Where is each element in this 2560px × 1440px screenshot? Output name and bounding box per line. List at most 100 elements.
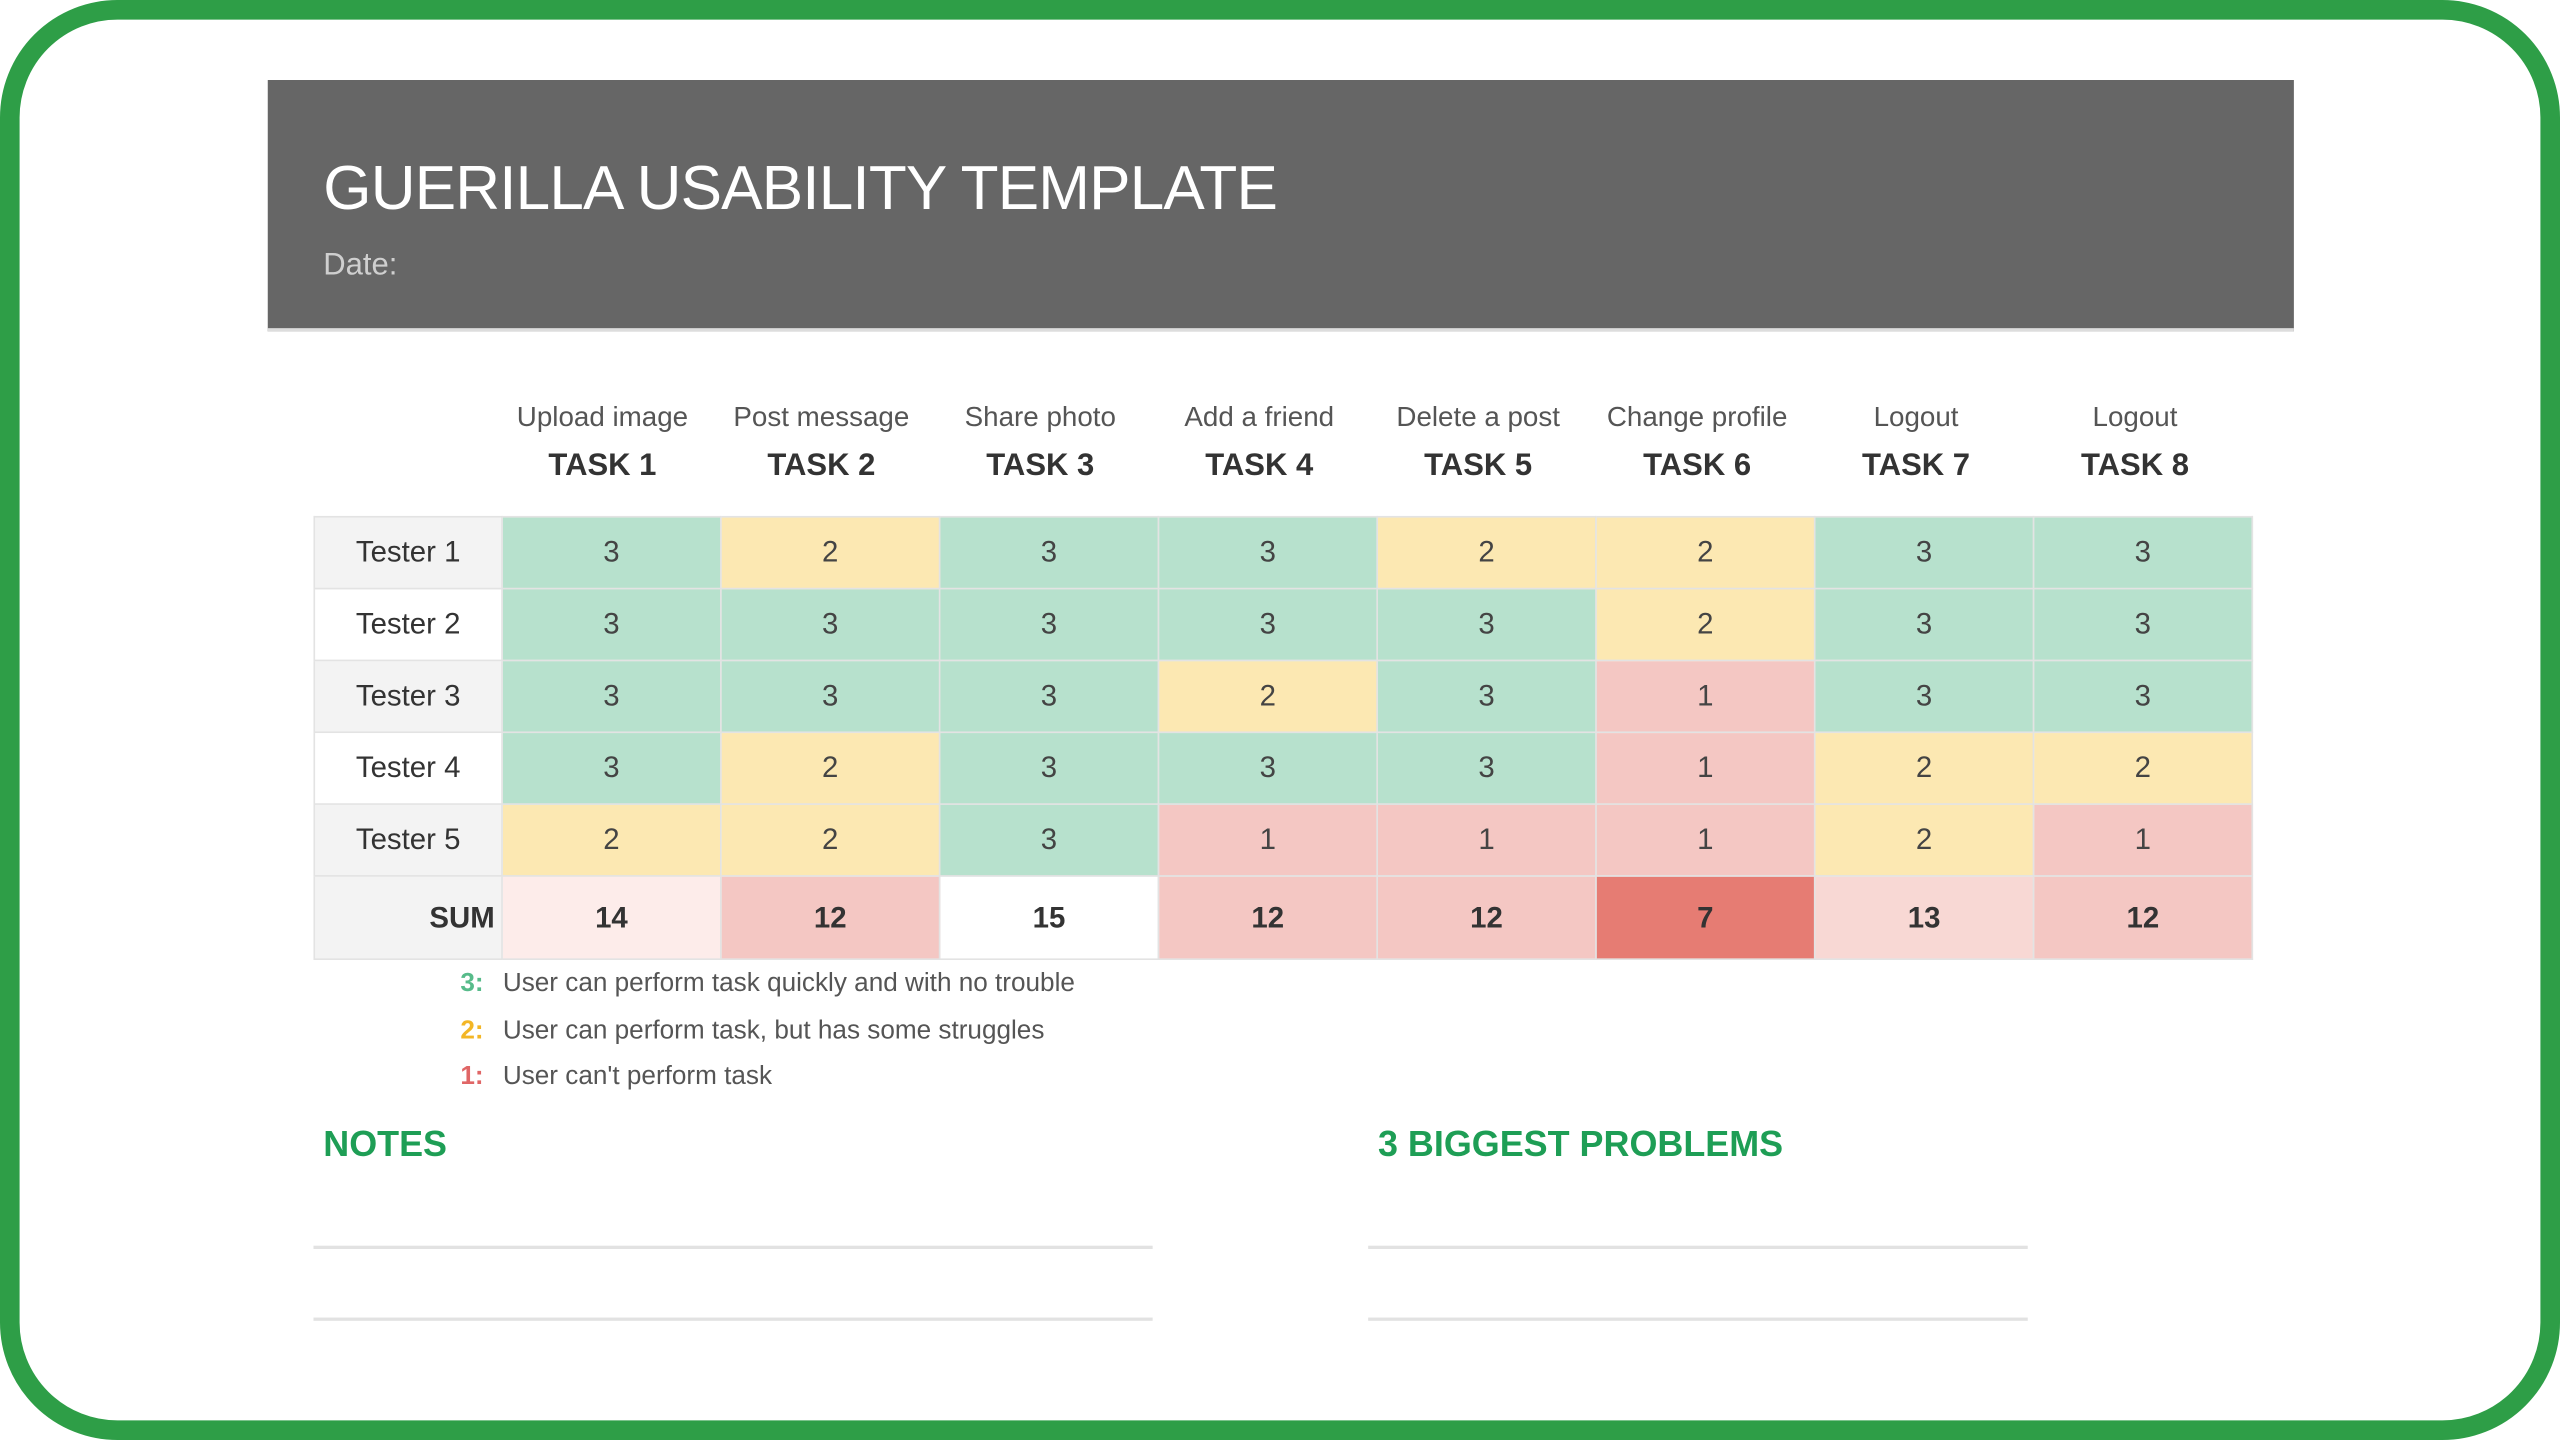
score-cell[interactable]: 3	[1813, 659, 2035, 734]
problems-line[interactable]	[1368, 1245, 2028, 1249]
score-cell[interactable]: 3	[1376, 731, 1597, 805]
task-label: TASK 4	[1205, 448, 1314, 484]
task-subtitle: Post message	[733, 401, 910, 433]
score-cell[interactable]: 3	[501, 515, 722, 590]
tester-name: Tester 4	[313, 731, 503, 805]
notes-heading: NOTES	[323, 1123, 448, 1165]
legend-text: User can perform task, but has some stru…	[502, 1017, 1045, 1045]
sum-label: SUM	[313, 875, 503, 960]
header-banner: GUERILLA USABILITY TEMPLATE Date:	[267, 80, 2294, 332]
tester-name: Tester 3	[313, 659, 503, 734]
score-cell[interactable]: 2	[1813, 803, 2035, 877]
task-label: TASK 5	[1424, 448, 1533, 484]
score-cell[interactable]: 3	[501, 659, 722, 734]
notes-line[interactable]	[313, 1245, 1153, 1249]
task-subtitle: Upload image	[516, 401, 689, 433]
task-subtitle: Logout	[2092, 401, 2178, 433]
score-cell[interactable]: 3	[719, 659, 941, 734]
legend-text: User can't perform task	[502, 1062, 773, 1091]
score-cell[interactable]: 3	[938, 515, 1160, 590]
score-cell[interactable]: 1	[2032, 803, 2254, 877]
task-subtitle: Delete a post	[1396, 401, 1560, 433]
score-cell[interactable]: 3	[1376, 587, 1597, 662]
task-label: TASK 2	[767, 448, 876, 484]
score-table: Tester 1 3 2 3 3 2 2 3 3 Tester 2 3 3 3 3 3 2 3 3 Tester 3…	[313, 515, 2254, 960]
score-cell[interactable]: 1	[1376, 803, 1597, 877]
score-cell[interactable]: 3	[501, 731, 722, 805]
score-cell[interactable]: 3	[938, 659, 1160, 734]
legend-item-3: 3: User can perform task quickly and with…	[460, 970, 1075, 999]
task-label: TASK 1	[548, 448, 657, 484]
score-cell[interactable]: 3	[501, 587, 722, 662]
tester-name: Tester 1	[313, 515, 503, 590]
score-cell[interactable]: 2	[1157, 659, 1378, 734]
tester-name: Tester 5	[313, 803, 503, 877]
sum-cell: 7	[1595, 875, 1816, 960]
score-cell[interactable]: 1	[1595, 659, 1816, 734]
score-cell[interactable]: 2	[719, 803, 941, 877]
task-header: Logout TASK 8	[2026, 402, 2245, 485]
score-cell[interactable]: 2	[1813, 731, 2035, 805]
score-cell[interactable]: 3	[1157, 515, 1378, 590]
task-subtitle: Change profile	[1606, 401, 1788, 433]
score-cell[interactable]: 2	[1595, 515, 1816, 590]
score-cell[interactable]: 2	[1376, 515, 1597, 590]
score-cell[interactable]: 1	[1595, 731, 1816, 805]
score-cell[interactable]: 3	[1813, 587, 2035, 662]
task-subtitle: Logout	[1873, 401, 1959, 433]
legend-item-2: 2: User can perform task, but has some st…	[460, 1017, 1044, 1046]
legend-item-1: 1: User can't perform task	[460, 1063, 772, 1092]
score-cell[interactable]: 3	[2032, 515, 2254, 590]
score-cell[interactable]: 2	[2032, 731, 2254, 805]
problems-heading: 3 BIGGEST PROBLEMS	[1377, 1123, 1784, 1165]
score-cell[interactable]: 3	[719, 587, 941, 662]
legend-key: 3:	[460, 969, 484, 998]
task-subtitle: Add a friend	[1184, 401, 1335, 433]
task-header: Logout TASK 7	[1807, 402, 2026, 485]
legend-key: 2:	[460, 1017, 484, 1045]
sum-cell: 12	[1376, 875, 1597, 960]
score-cell[interactable]: 3	[1813, 515, 2035, 590]
score-cell[interactable]: 3	[2032, 659, 2254, 734]
score-cell[interactable]: 3	[938, 587, 1160, 662]
sum-cell: 12	[1157, 875, 1378, 960]
task-header: Add a friend TASK 4	[1150, 402, 1369, 485]
tester-name: Tester 2	[313, 587, 503, 662]
sum-cell: 12	[719, 875, 941, 960]
score-cell[interactable]: 1	[1157, 803, 1378, 877]
task-header: Delete a post TASK 5	[1369, 402, 1588, 485]
score-cell[interactable]: 2	[501, 803, 722, 877]
notes-line[interactable]	[313, 1317, 1153, 1321]
page-title: GUERILLA USABILITY TEMPLATE	[323, 155, 1278, 224]
date-label: Date:	[323, 248, 398, 283]
score-cell[interactable]: 3	[938, 803, 1160, 877]
sum-cell: 14	[501, 875, 722, 960]
legend-key: 1:	[460, 1062, 484, 1091]
task-header: Upload image TASK 1	[493, 402, 712, 485]
score-cell[interactable]: 3	[938, 731, 1160, 805]
task-label: TASK 3	[986, 448, 1095, 484]
score-cell[interactable]: 2	[1595, 587, 1816, 662]
task-subtitle: Share photo	[964, 401, 1116, 433]
task-header: Post message TASK 2	[712, 402, 931, 485]
problems-line[interactable]	[1368, 1317, 2028, 1321]
task-header: Share photo TASK 3	[931, 402, 1150, 485]
score-cell[interactable]: 3	[2032, 587, 2254, 662]
score-cell[interactable]: 1	[1595, 803, 1816, 877]
score-cell[interactable]: 3	[1157, 731, 1378, 805]
sum-cell: 15	[938, 875, 1160, 960]
task-label: TASK 6	[1643, 448, 1752, 484]
sum-cell: 12	[2032, 875, 2254, 960]
score-cell[interactable]: 2	[719, 731, 941, 805]
sum-cell: 13	[1813, 875, 2035, 960]
score-cell[interactable]: 2	[719, 515, 941, 590]
score-cell[interactable]: 3	[1157, 587, 1378, 662]
sum-row: SUM 14 12 15 12 12 7 13 12	[313, 875, 2254, 960]
legend-text: User can perform task quickly and with n…	[502, 969, 1075, 998]
score-cell[interactable]: 3	[1376, 659, 1597, 734]
